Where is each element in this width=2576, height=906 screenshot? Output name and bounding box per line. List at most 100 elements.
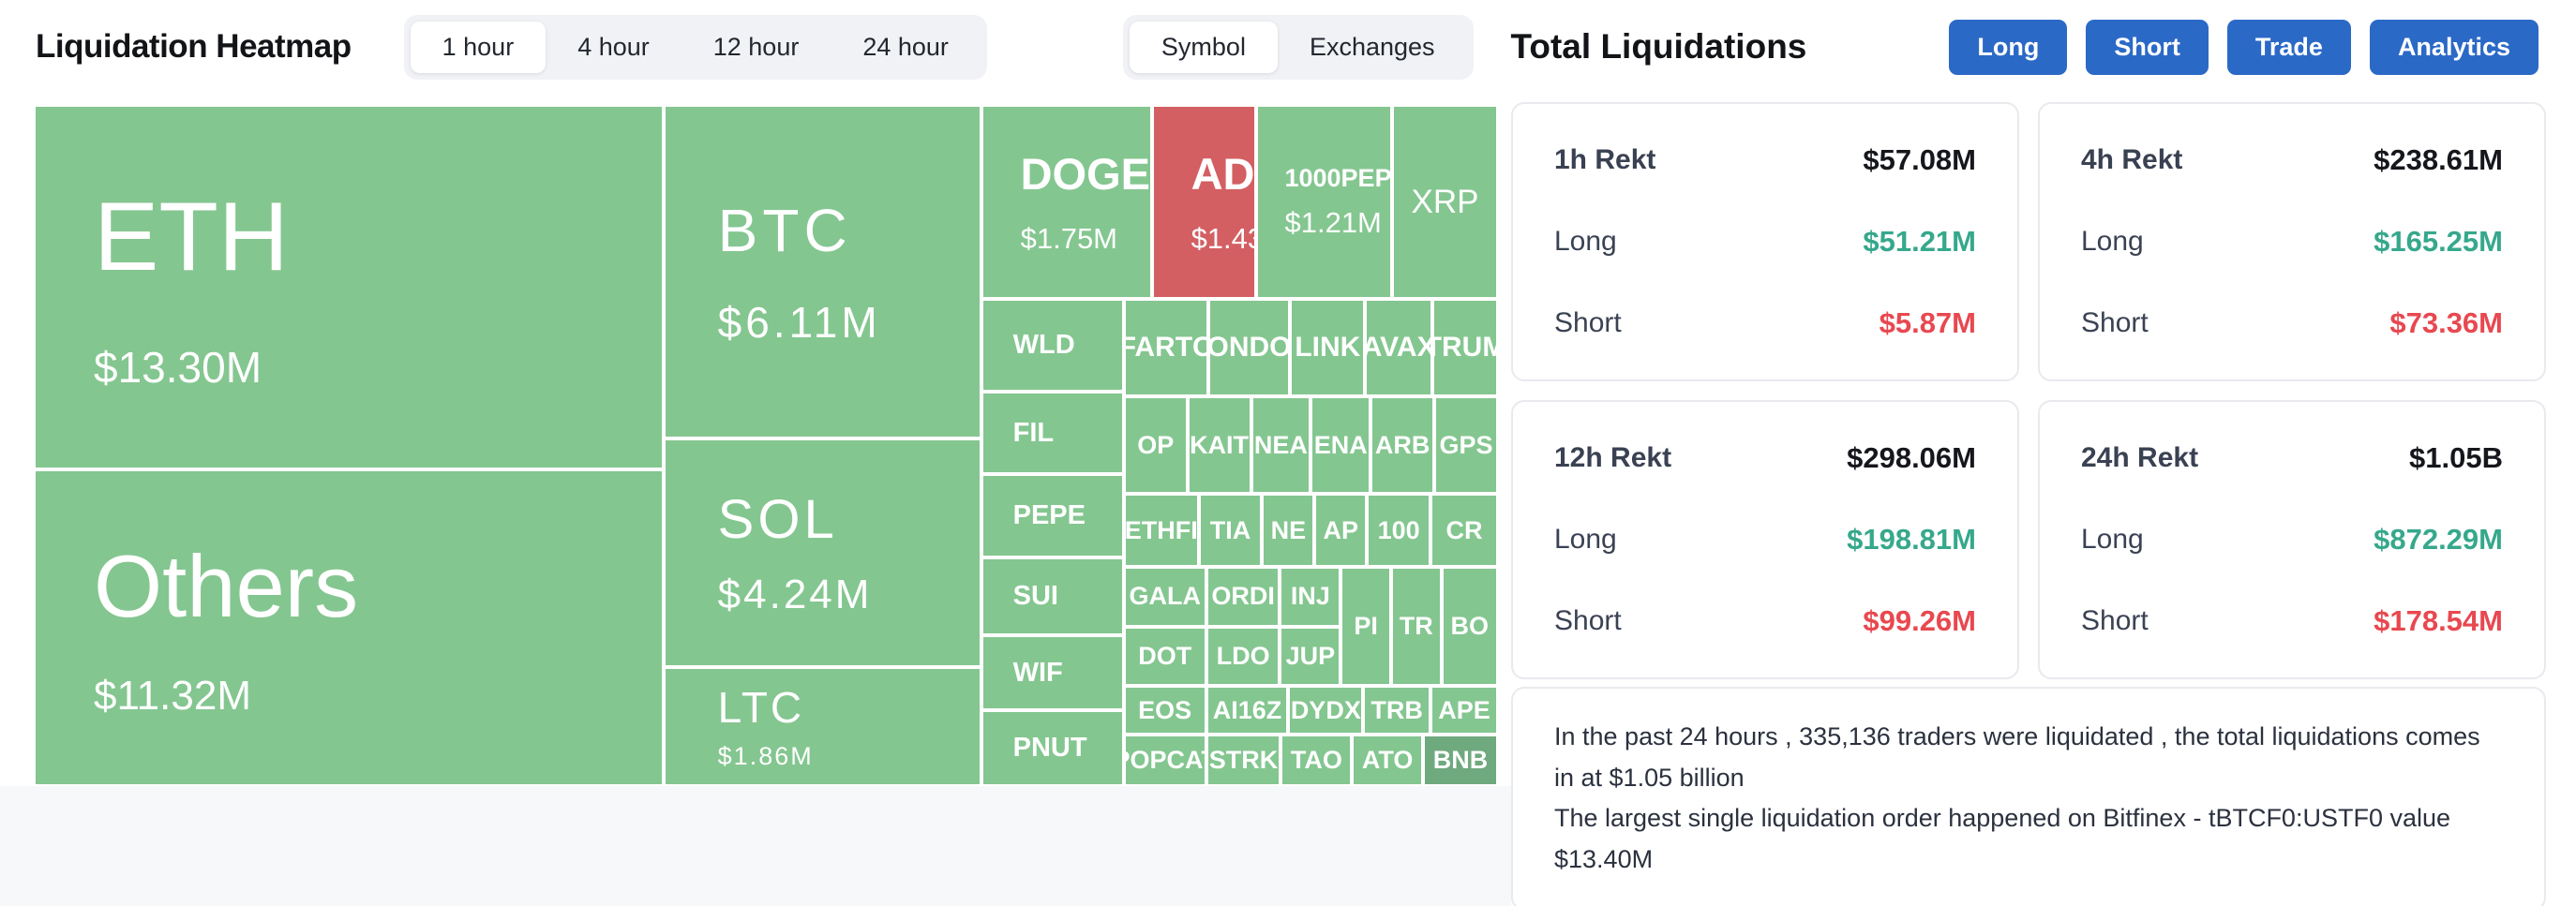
cell-value: $1.86M: [717, 742, 814, 771]
treemap-cell-arb[interactable]: ARB: [1370, 396, 1435, 495]
treemap-cell-gps[interactable]: GPS: [1434, 396, 1498, 495]
treemap-pair-columns: GALA DOT ORDI LDO INJ JUP: [1123, 567, 1341, 687]
short-value: $73.36M: [2389, 306, 2503, 339]
tab-4-hour[interactable]: 4 hour: [577, 32, 650, 61]
treemap-cell-ldo[interactable]: LDO: [1206, 626, 1281, 687]
treemap-cell-pepe[interactable]: PEPE: [981, 474, 1124, 557]
treemap-pair-col-2: ORDI LDO: [1206, 567, 1281, 687]
treemap-cell-trb[interactable]: TRB: [1363, 686, 1431, 735]
total-value: $298.06M: [1847, 441, 1976, 474]
long-label: Long: [2081, 524, 2144, 555]
treemap-cell-dot[interactable]: DOT: [1123, 626, 1206, 687]
treemap-cell-bo[interactable]: BO: [1441, 567, 1498, 687]
treemap-cell-inj[interactable]: INJ: [1280, 567, 1341, 627]
treemap-cell-eos[interactable]: EOS: [1123, 686, 1206, 735]
trade-button[interactable]: Trade: [2226, 19, 2351, 75]
treemap-cell-sui[interactable]: SUI: [981, 557, 1124, 635]
short-value: $5.87M: [1879, 306, 1976, 339]
treemap-cell-xrp[interactable]: XRP: [1391, 105, 1498, 300]
treemap-cell-tao[interactable]: TAO: [1281, 735, 1353, 786]
treemap-cell-dydx[interactable]: DYDX: [1288, 686, 1364, 735]
treemap-cell-popcat[interactable]: POPCAT: [1123, 735, 1206, 786]
treemap-cell-kaito[interactable]: KAIT: [1187, 396, 1251, 495]
short-label: Short: [1554, 307, 1622, 338]
treemap-cell-btc[interactable]: BTC $6.11M: [663, 105, 981, 439]
long-label: Long: [2081, 226, 2144, 257]
short-button[interactable]: Short: [2086, 19, 2209, 75]
period-label: 24h Rekt: [2081, 442, 2199, 473]
treemap-cell-ordi[interactable]: ORDI: [1206, 567, 1281, 627]
summary-line-1: In the past 24 hours , 335,136 traders w…: [1554, 722, 2480, 792]
tab-1-hour[interactable]: 1 hour: [410, 21, 547, 73]
treemap-cell-100[interactable]: 100: [1367, 494, 1431, 568]
card-long-row: Long $198.81M: [1554, 523, 1976, 557]
period-label: 4h Rekt: [2081, 144, 2183, 175]
treemap-cell-ap[interactable]: AP: [1314, 494, 1368, 568]
card-total-row: 24h Rekt $1.05B: [2081, 441, 2503, 475]
card-total-row: 1h Rekt $57.08M: [1554, 143, 1976, 177]
treemap-lower: WLD FIL PEPE SUI WIF PNUT FARTC ONDO LIN…: [981, 299, 1498, 786]
treemap-side-column: WLD FIL PEPE SUI WIF PNUT: [981, 299, 1124, 786]
card-total-row: 4h Rekt $238.61M: [2081, 143, 2503, 177]
treemap-cell-jup[interactable]: JUP: [1280, 626, 1341, 687]
long-label: Long: [1554, 524, 1617, 555]
treemap-cell-ethfi[interactable]: ETHFI: [1123, 494, 1199, 568]
short-label: Short: [1554, 605, 1622, 636]
long-button[interactable]: Long: [1949, 19, 2068, 75]
treemap-cell-pnut[interactable]: PNUT: [981, 710, 1124, 786]
treemap-cell-others[interactable]: Others $11.32M: [34, 468, 664, 786]
treemap-cell-avax[interactable]: AVAX: [1365, 299, 1433, 397]
cell-value: $11.32M: [94, 672, 251, 719]
treemap-cell-eth[interactable]: ETH $13.30M: [34, 105, 664, 469]
treemap-cell-ondo[interactable]: ONDO: [1207, 299, 1291, 397]
cell-label: BTC: [717, 197, 852, 265]
treemap-pair-col-1: GALA DOT: [1123, 567, 1206, 687]
analytics-button[interactable]: Analytics: [2369, 19, 2539, 75]
treemap-cell-wif[interactable]: WIF: [981, 634, 1124, 711]
header-bar: Liquidation Heatmap 1 hour 4 hour 12 hou…: [0, 0, 2576, 94]
treemap-cell-pi[interactable]: PI: [1340, 567, 1391, 687]
tab-24-hour[interactable]: 24 hour: [862, 32, 949, 61]
treemap-cell-ltc[interactable]: LTC $1.86M: [663, 667, 981, 786]
treemap-cell-ape[interactable]: APE: [1430, 686, 1498, 735]
treemap-cell-cr[interactable]: CR: [1430, 494, 1498, 568]
time-range-tabs: 1 hour 4 hour 12 hour 24 hour: [403, 14, 987, 80]
treemap-cell-strk[interactable]: STRK: [1206, 735, 1281, 786]
treemap-cell-near[interactable]: NEA: [1251, 396, 1311, 495]
page-title: Liquidation Heatmap: [36, 28, 352, 65]
treemap-cell-tia[interactable]: TIA: [1198, 494, 1263, 568]
treemap-cell-ena[interactable]: ENA: [1310, 396, 1371, 495]
cell-label: ETH: [94, 182, 289, 291]
treemap-cell-tr[interactable]: TR: [1390, 567, 1442, 687]
treemap-cell-bnb[interactable]: BNB: [1423, 735, 1498, 786]
cell-value: $6.11M: [717, 298, 881, 348]
treemap-cell-link[interactable]: LINK: [1290, 299, 1366, 397]
treemap-cell-fartc[interactable]: FARTC: [1123, 299, 1208, 397]
treemap-cell-sol[interactable]: SOL $4.24M: [663, 438, 981, 668]
treemap-row-2: FARTC ONDO LINK AVAX TRUM: [1123, 299, 1498, 397]
long-value: $165.25M: [2374, 225, 2503, 258]
cell-label: LTC: [717, 683, 805, 733]
treemap-cell-doge[interactable]: DOGE $1.75M: [981, 105, 1152, 300]
long-value: $872.29M: [2374, 523, 2503, 556]
card-4h-rekt: 4h Rekt $238.61M Long $165.25M Short $73…: [2038, 102, 2546, 381]
tab-12-hour[interactable]: 12 hour: [712, 32, 800, 61]
treemap-cell-fil[interactable]: FIL: [981, 391, 1124, 475]
tab-symbol[interactable]: Symbol: [1129, 21, 1278, 73]
treemap-cell-ne[interactable]: NE: [1262, 494, 1315, 568]
total-value: $57.08M: [1863, 143, 1976, 176]
treemap-cell-wld[interactable]: WLD: [981, 299, 1124, 392]
card-short-row: Short $178.54M: [2081, 604, 2503, 638]
treemap-cell-ada[interactable]: ADA $1.43M: [1151, 105, 1257, 300]
treemap-cell-ai16z[interactable]: AI16Z: [1206, 686, 1289, 735]
card-long-row: Long $872.29M: [2081, 523, 2503, 557]
tab-exchanges[interactable]: Exchanges: [1309, 32, 1435, 61]
bottom-background-strip: [0, 786, 1511, 906]
treemap-cell-atom[interactable]: ATO: [1352, 735, 1424, 786]
treemap-cell-1000pepe[interactable]: 1000PEPE $1.21M: [1256, 105, 1392, 300]
action-buttons: Long Short Trade Analytics: [1949, 19, 2539, 75]
treemap-cell-op[interactable]: OP: [1123, 396, 1188, 495]
treemap-cell-gala[interactable]: GALA: [1123, 567, 1206, 627]
treemap-cell-trump[interactable]: TRUM: [1432, 299, 1498, 397]
